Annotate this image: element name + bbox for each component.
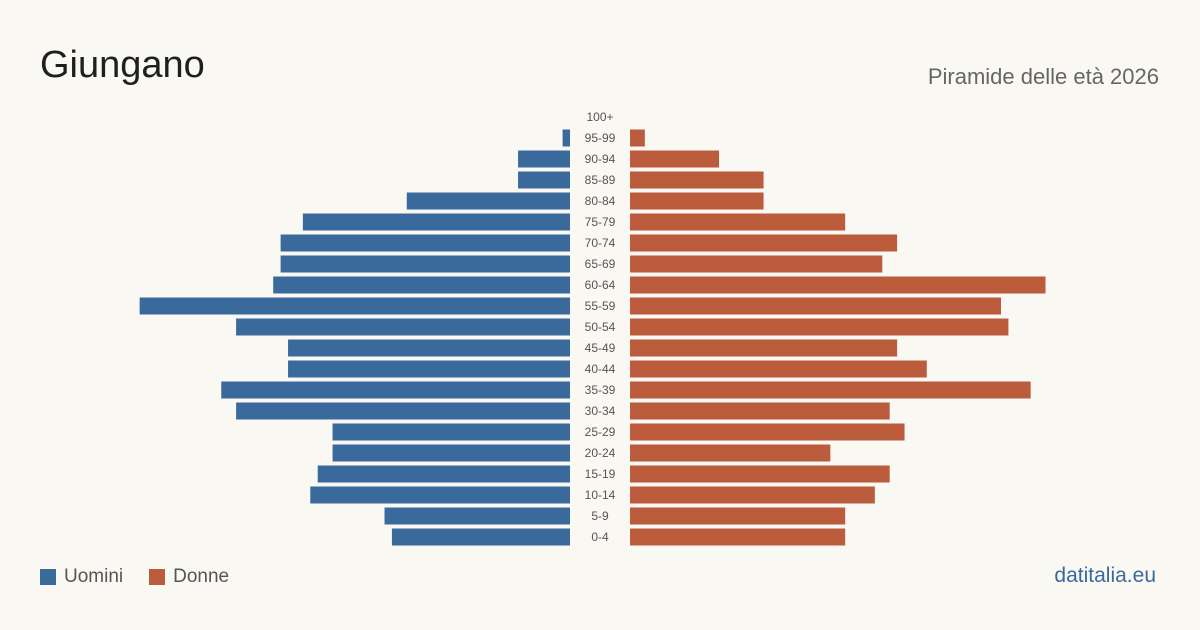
bar-men-90-94 [518,150,570,168]
bar-men-35-39 [221,381,570,399]
age-label-45-49: 45-49 [585,341,616,355]
bar-women-85-89 [630,171,764,189]
age-label-10-14: 10-14 [585,488,616,502]
age-label-85-89: 85-89 [585,173,616,187]
bar-women-30-34 [630,402,890,420]
age-label-20-24: 20-24 [585,446,616,460]
page-title: Giungano [40,44,205,86]
bar-women-55-59 [630,297,1001,315]
age-label-100plus: 100+ [586,110,613,124]
bar-men-25-29 [332,423,570,441]
bar-women-25-29 [630,423,905,441]
age-label-15-19: 15-19 [585,467,616,481]
bar-women-70-74 [630,234,898,252]
age-label-65-69: 65-69 [585,257,616,271]
bar-men-30-34 [236,402,570,420]
age-label-5-9: 5-9 [591,509,609,523]
bar-women-0-4 [630,528,846,546]
legend-item-women: Donne [149,566,229,588]
bar-women-95-99 [630,129,645,147]
age-label-60-64: 60-64 [585,278,616,292]
legend-swatch-women [149,569,166,585]
bar-women-5-9 [630,507,846,525]
bar-women-10-14 [630,486,875,504]
bar-women-90-94 [630,150,720,168]
bar-men-75-79 [302,213,570,231]
bar-men-10-14 [310,486,570,504]
legend-label-men: Uomini [64,566,124,587]
age-label-35-39: 35-39 [585,383,616,397]
bar-men-80-84 [406,192,570,210]
bar-women-40-44 [630,360,927,378]
age-label-80-84: 80-84 [585,194,616,208]
bar-women-50-54 [630,318,1009,336]
bar-men-20-24 [332,444,570,462]
bar-men-0-4 [391,528,570,546]
bar-women-15-19 [630,465,890,483]
bar-men-50-54 [236,318,570,336]
age-label-55-59: 55-59 [585,299,616,313]
bar-women-45-49 [630,339,898,357]
age-label-25-29: 25-29 [585,425,616,439]
legend-swatch-men [40,569,56,585]
bar-women-65-69 [630,255,883,273]
legend-label-women: Donne [173,566,230,587]
age-label-90-94: 90-94 [585,152,616,166]
age-label-95-99: 95-99 [585,131,616,145]
chart-subtitle: Piramide delle età 2026 [927,64,1159,89]
chart-legend: Uomini Donne [40,566,255,588]
age-label-0-4: 0-4 [591,530,609,544]
bar-men-15-19 [317,465,570,483]
age-label-30-34: 30-34 [585,404,616,418]
bar-men-45-49 [288,339,570,357]
bar-men-40-44 [288,360,570,378]
bar-men-95-99 [562,129,570,147]
age-label-40-44: 40-44 [585,362,616,376]
bar-women-20-24 [630,444,831,462]
bar-men-65-69 [280,255,570,273]
bar-men-5-9 [384,507,570,525]
bar-women-35-39 [630,381,1031,399]
bar-men-55-59 [139,297,570,315]
bar-women-60-64 [630,276,1046,294]
bar-women-80-84 [630,192,764,210]
bar-men-60-64 [273,276,570,294]
bar-men-70-74 [280,234,570,252]
bar-women-75-79 [630,213,846,231]
bar-men-85-89 [518,171,570,189]
brand-link[interactable]: datitalia.eu [1054,564,1156,587]
legend-item-men: Uomini [40,566,123,588]
age-label-50-54: 50-54 [585,320,616,334]
age-label-75-79: 75-79 [585,215,616,229]
age-label-70-74: 70-74 [585,236,616,250]
